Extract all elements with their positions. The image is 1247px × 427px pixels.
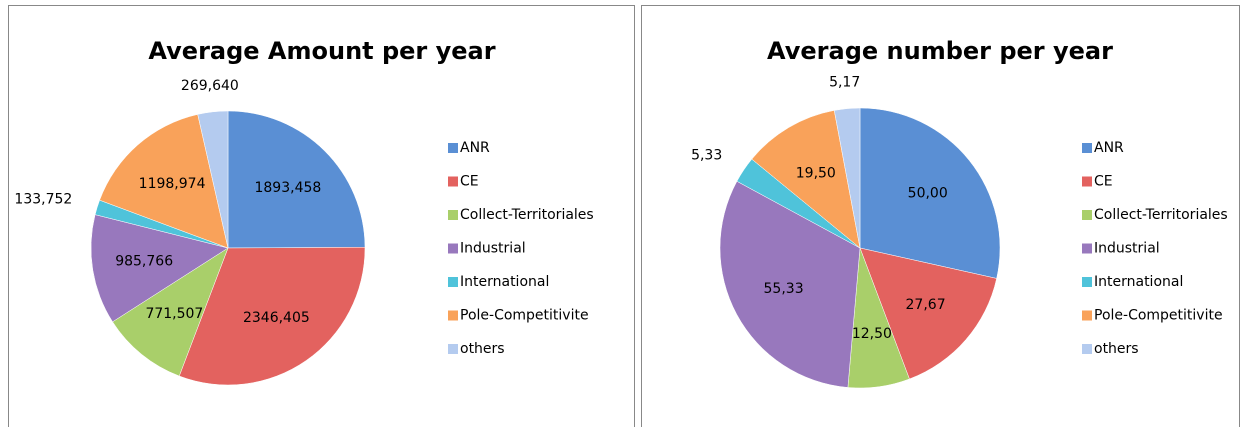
legend-swatch bbox=[448, 243, 458, 254]
legend-label: others bbox=[1094, 341, 1139, 357]
pie-slice bbox=[112, 247, 229, 377]
data-label: 985,766 bbox=[115, 254, 173, 270]
panel bbox=[641, 5, 1240, 427]
pie-slice bbox=[833, 107, 861, 249]
legend-swatch bbox=[1082, 243, 1092, 254]
legend-label: Collect-Territoriales bbox=[460, 207, 594, 223]
data-label: 269,640 bbox=[181, 78, 239, 94]
legend-swatch bbox=[448, 277, 458, 287]
legend-label: Pole-Competitivite bbox=[1094, 308, 1223, 324]
data-label: 5,17 bbox=[829, 75, 860, 91]
pie-slice bbox=[178, 247, 366, 386]
pie-slice bbox=[751, 110, 861, 249]
legend-swatch bbox=[1082, 310, 1092, 321]
legend-label: CE bbox=[1094, 174, 1113, 190]
data-label: 5,33 bbox=[691, 147, 722, 163]
legend-swatch bbox=[448, 344, 458, 354]
legend-label: CE bbox=[460, 174, 479, 190]
pie-slice bbox=[99, 114, 229, 249]
data-label: 55,33 bbox=[764, 281, 804, 297]
data-label: 12,50 bbox=[852, 326, 892, 342]
data-label: 2346,405 bbox=[243, 310, 310, 326]
legend-swatch bbox=[1082, 210, 1092, 220]
legend-swatch bbox=[1082, 277, 1092, 287]
legend-swatch bbox=[1082, 344, 1092, 354]
legend-swatch bbox=[448, 143, 458, 153]
data-label: 1198,974 bbox=[139, 176, 206, 192]
data-label: 27,67 bbox=[906, 297, 946, 313]
panel bbox=[8, 5, 635, 427]
chart-title: Average Amount per year bbox=[148, 37, 495, 65]
legend-label: International bbox=[460, 274, 549, 290]
legend-label: Industrial bbox=[1094, 241, 1160, 257]
legend-swatch bbox=[448, 176, 458, 187]
legend-label: Collect-Territoriales bbox=[1094, 207, 1228, 223]
data-label: 50,00 bbox=[908, 186, 948, 202]
data-label: 1893,458 bbox=[254, 180, 321, 196]
pie-slice bbox=[197, 110, 229, 249]
data-label: 771,507 bbox=[145, 306, 203, 322]
legend-label: others bbox=[460, 341, 505, 357]
pie-slice bbox=[859, 107, 1001, 279]
pie-slice bbox=[859, 247, 997, 380]
legend-label: International bbox=[1094, 274, 1183, 290]
pie-slice bbox=[227, 110, 366, 249]
pie-slice bbox=[719, 180, 861, 388]
legend-swatch bbox=[1082, 143, 1092, 153]
legend-swatch bbox=[448, 310, 458, 321]
legend-label: Pole-Competitivite bbox=[460, 308, 589, 324]
data-label: 133,752 bbox=[14, 192, 72, 208]
chart-title: Average number per year bbox=[767, 37, 1113, 65]
data-label: 19,50 bbox=[796, 165, 836, 181]
legend-label: Industrial bbox=[460, 241, 526, 257]
legend-label: ANR bbox=[460, 140, 490, 156]
pie-slice bbox=[90, 214, 229, 323]
legend-swatch bbox=[1082, 176, 1092, 187]
legend-swatch bbox=[448, 210, 458, 220]
legend-label: ANR bbox=[1094, 140, 1124, 156]
